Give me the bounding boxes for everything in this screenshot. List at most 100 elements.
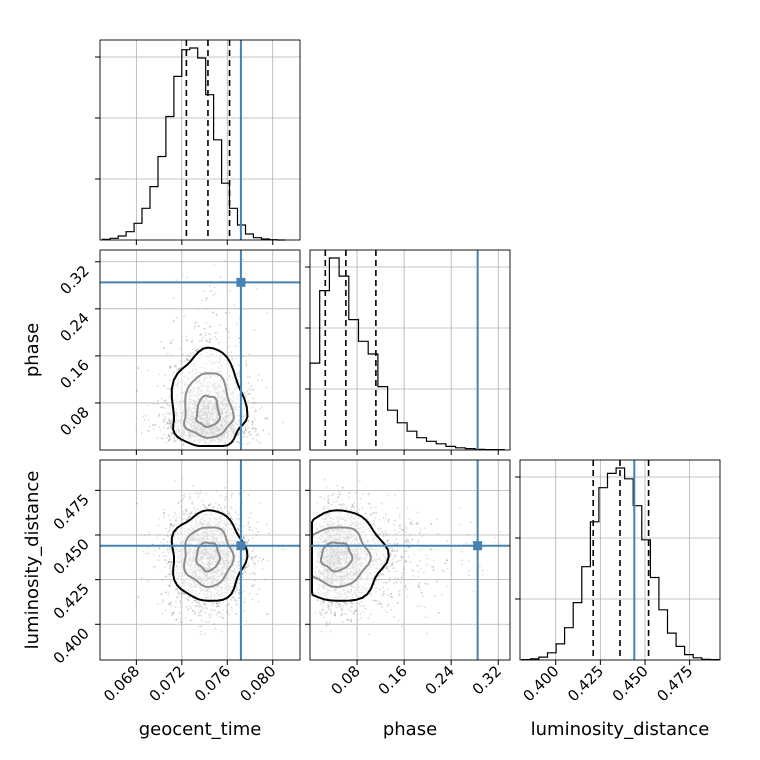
sample-point	[238, 441, 240, 444]
sample-point	[204, 606, 207, 609]
sample-point	[179, 606, 182, 608]
sample-point	[218, 341, 220, 344]
sample-point	[266, 559, 269, 562]
sample-point	[152, 424, 154, 427]
sample-point	[168, 412, 171, 415]
sample-point	[181, 361, 183, 363]
sample-point	[181, 510, 184, 513]
sample-point	[182, 592, 184, 595]
sample-point	[213, 623, 216, 626]
sample-point	[170, 420, 173, 422]
sample-point	[195, 349, 198, 351]
sample-point	[201, 499, 204, 502]
sample-point	[141, 577, 143, 579]
sample-point	[176, 438, 179, 441]
sample-point	[252, 572, 255, 575]
sample-point	[189, 497, 191, 500]
sample-point	[167, 353, 169, 355]
sample-point	[282, 421, 284, 424]
sample-point	[217, 504, 220, 506]
sample-point	[214, 609, 217, 612]
sample-point	[225, 312, 228, 314]
sample-point	[254, 556, 257, 559]
sample-point	[199, 605, 202, 608]
sample-point	[194, 325, 197, 328]
sample-point	[168, 603, 171, 606]
sample-point	[168, 603, 171, 606]
sample-point	[238, 596, 241, 599]
sample-point	[147, 552, 150, 555]
sample-point	[243, 431, 246, 434]
sample-point	[162, 551, 165, 554]
sample-point	[179, 367, 182, 369]
sample-point	[237, 364, 240, 366]
sample-point	[249, 572, 252, 575]
sample-point	[225, 328, 228, 330]
sample-point	[244, 566, 247, 569]
sample-point	[183, 593, 186, 595]
sample-point	[184, 513, 187, 515]
sample-point	[147, 531, 150, 533]
sample-point	[244, 566, 247, 569]
sample-point	[162, 347, 165, 349]
sample-point	[266, 312, 269, 314]
sample-point	[243, 536, 246, 538]
sample-point	[247, 419, 250, 422]
sample-point	[163, 421, 166, 423]
sample-point	[163, 511, 165, 514]
sample-point	[158, 547, 161, 550]
sample-point	[217, 605, 220, 608]
sample-point	[208, 613, 211, 616]
sample-point	[183, 493, 186, 496]
sample-point	[212, 604, 214, 606]
sample-point	[243, 392, 246, 395]
sample-point	[137, 367, 140, 369]
sample-point	[235, 588, 238, 590]
sample-point	[169, 438, 172, 441]
sample-point	[252, 426, 254, 429]
sample-point	[196, 348, 199, 351]
sample-point	[137, 596, 140, 598]
sample-point	[171, 561, 173, 564]
sample-point	[154, 550, 157, 552]
sample-point	[205, 307, 208, 310]
sample-point	[244, 428, 247, 431]
sample-point	[165, 555, 168, 558]
sample-point	[254, 573, 257, 576]
sample-point	[225, 604, 227, 607]
sample-point	[225, 328, 228, 330]
sample-point	[145, 552, 148, 555]
sample-point	[252, 416, 255, 419]
sample-point	[165, 575, 168, 578]
sample-point	[252, 428, 254, 431]
sample-point	[209, 503, 212, 506]
sample-point	[192, 609, 194, 612]
sample-point	[193, 599, 196, 602]
sample-point	[237, 433, 240, 436]
sample-point	[199, 489, 202, 492]
sample-point	[172, 611, 175, 614]
sample-point	[247, 539, 250, 542]
sample-point	[193, 611, 196, 613]
sample-point	[168, 561, 171, 563]
sample-point	[184, 508, 187, 511]
sample-point	[186, 357, 188, 360]
sample-point	[182, 443, 185, 445]
sample-point	[268, 532, 270, 535]
sample-point	[251, 406, 254, 408]
sample-point	[238, 592, 241, 594]
sample-point	[162, 406, 164, 409]
sample-point	[168, 404, 171, 407]
sample-point	[173, 371, 175, 374]
sample-point	[204, 603, 207, 606]
sample-point	[174, 440, 177, 442]
sample-point	[259, 407, 261, 410]
sample-point	[195, 600, 198, 602]
sample-point	[205, 339, 208, 342]
sample-point	[200, 619, 203, 622]
sample-point	[167, 591, 170, 594]
sample-point	[179, 602, 182, 605]
sample-point	[195, 349, 198, 351]
sample-point	[261, 568, 264, 570]
sample-point	[248, 528, 251, 531]
